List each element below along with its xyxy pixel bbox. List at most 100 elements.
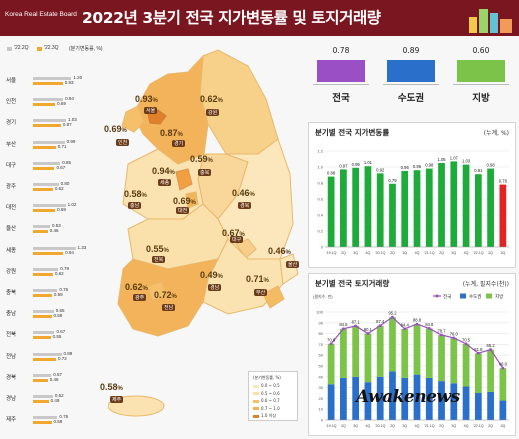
curr-value: 0.67 <box>56 164 66 170</box>
percent-sign: % <box>239 232 245 238</box>
summary-color-block <box>457 60 505 82</box>
curr-value: 0.87 <box>62 122 72 128</box>
rate-bar <box>425 168 433 247</box>
prev-bar <box>33 267 59 271</box>
national-point <box>427 327 431 330</box>
prev-value: 1.02 <box>67 202 77 208</box>
province-row: 충북 0.76 0.59 <box>0 287 110 306</box>
rate-data-label: 1.07 <box>450 155 459 160</box>
curr-bar <box>33 400 49 403</box>
map-incheon <box>121 105 145 133</box>
prev-value: 0.89 <box>63 350 73 356</box>
prev-bar <box>33 119 66 123</box>
prev-bar <box>33 310 54 314</box>
map-value: 0.87% <box>160 128 183 138</box>
province-row: 대전 1.02 0.69 <box>0 202 110 221</box>
rate-data-label: 1.03 <box>462 159 471 164</box>
province-name: 광주 <box>6 184 17 190</box>
summary-value: 0.89 <box>402 46 420 55</box>
national-point <box>440 333 443 337</box>
province-row: 울산 0.53 0.46 <box>0 223 110 242</box>
rate-bar <box>487 168 494 247</box>
prev-bar <box>33 183 59 186</box>
province-name: 제주 <box>6 417 17 424</box>
prev-value: 0.94 <box>65 96 74 102</box>
y-tick-label: 20 <box>319 396 324 401</box>
summary-divider <box>453 84 509 85</box>
rate-data-label: 1.05 <box>437 157 446 162</box>
volume-unit-label: (필지수, 만) <box>313 293 333 299</box>
province-row: 전남 0.89 0.72 <box>0 350 110 370</box>
capital-bar <box>364 382 372 420</box>
rate-bar <box>389 183 396 247</box>
x-tick-label: 4Q <box>415 424 420 428</box>
curr-bar <box>33 166 55 170</box>
map-legend-label: 1.0 이상 <box>261 413 276 418</box>
y-tick-label: 50 <box>319 364 324 369</box>
curr-value: 0.62 <box>54 186 64 191</box>
map-busan <box>262 285 285 309</box>
province-name: 인천 <box>6 99 17 106</box>
map-value: 0.46% <box>232 188 255 198</box>
map-legend-swatch <box>253 392 259 395</box>
rate-data-label: 0.92 <box>376 167 385 172</box>
curr-value: 0.69 <box>57 101 66 107</box>
local-bar <box>340 328 347 378</box>
map-value: 0.62% <box>200 94 223 104</box>
province-row: 서울 1.20 0.93 <box>0 75 110 94</box>
y-tick-label: 1.2 <box>317 149 323 154</box>
map-region-tag: 경기 <box>172 140 186 147</box>
map-legend-swatch <box>253 407 259 410</box>
national-data-label: 84.4 <box>401 322 410 327</box>
map-legend-swatch <box>253 399 259 403</box>
prev-value: 0.57 <box>53 371 62 377</box>
province-name: 전북 <box>6 332 17 339</box>
x-tick-label: 2Q <box>488 251 493 255</box>
province-name: 충북 <box>6 290 17 296</box>
curr-bar <box>33 124 61 128</box>
curr-bar <box>33 378 48 382</box>
x-tick-label: 2Q <box>439 424 444 428</box>
national-data-label: 76.0 <box>450 331 459 336</box>
x-tick-label: 4Q <box>415 251 420 255</box>
rate-chart: 0 0.2 0.4 0.6 0.8 1.0 1.2 0.88 '19.1Q 0.97 2Q 0.99 3… <box>317 149 509 255</box>
local-bar <box>389 317 396 372</box>
curr-value: 0.46 <box>49 376 59 382</box>
map-region-tag: 전남 <box>162 304 176 311</box>
legend-label: 지방 <box>495 293 503 300</box>
percent-sign: % <box>163 248 169 254</box>
x-tick-label: '21.1Q <box>424 251 435 255</box>
province-name: 전남 <box>6 353 17 360</box>
x-tick-label: '22.1Q <box>473 424 484 428</box>
capital-bar <box>474 393 482 420</box>
map-region-tag: 세종 <box>158 179 172 186</box>
national-data-label: 84.8 <box>425 322 434 327</box>
province-name: 강원 <box>6 268 17 275</box>
capital-bar <box>327 384 335 420</box>
local-bar <box>474 353 482 393</box>
curr-value: 0.58 <box>53 313 63 319</box>
summary-divider <box>313 84 369 85</box>
legend-swatch <box>435 294 439 298</box>
map-region-tag: 부산 <box>254 289 268 296</box>
prev-bar <box>33 289 58 292</box>
prev-bar <box>33 77 72 80</box>
map-sejong <box>175 168 193 191</box>
map-region-tag: 경남 <box>208 284 222 291</box>
map-region-tag: 대전 <box>176 207 190 214</box>
capital-bar <box>389 371 396 420</box>
y-tick-label: 40 <box>319 374 324 379</box>
local-bar <box>376 325 384 377</box>
province-row: 제주 0.76 0.58 <box>0 414 110 433</box>
province-name: 울산 <box>6 226 17 233</box>
map-value: 0.71% <box>246 274 269 284</box>
local-bar <box>352 325 360 377</box>
y-tick-label: 10 <box>319 407 324 412</box>
map-legend-row: 0.6 ~ 0.7 <box>253 398 280 403</box>
map-region-tag: 충남 <box>128 202 142 209</box>
prev-value: 1.03 <box>67 117 77 123</box>
rate-bar <box>327 176 335 247</box>
national-point <box>329 342 333 346</box>
prev-value: 1.20 <box>73 75 83 80</box>
map-value: 0.62% <box>125 282 148 292</box>
